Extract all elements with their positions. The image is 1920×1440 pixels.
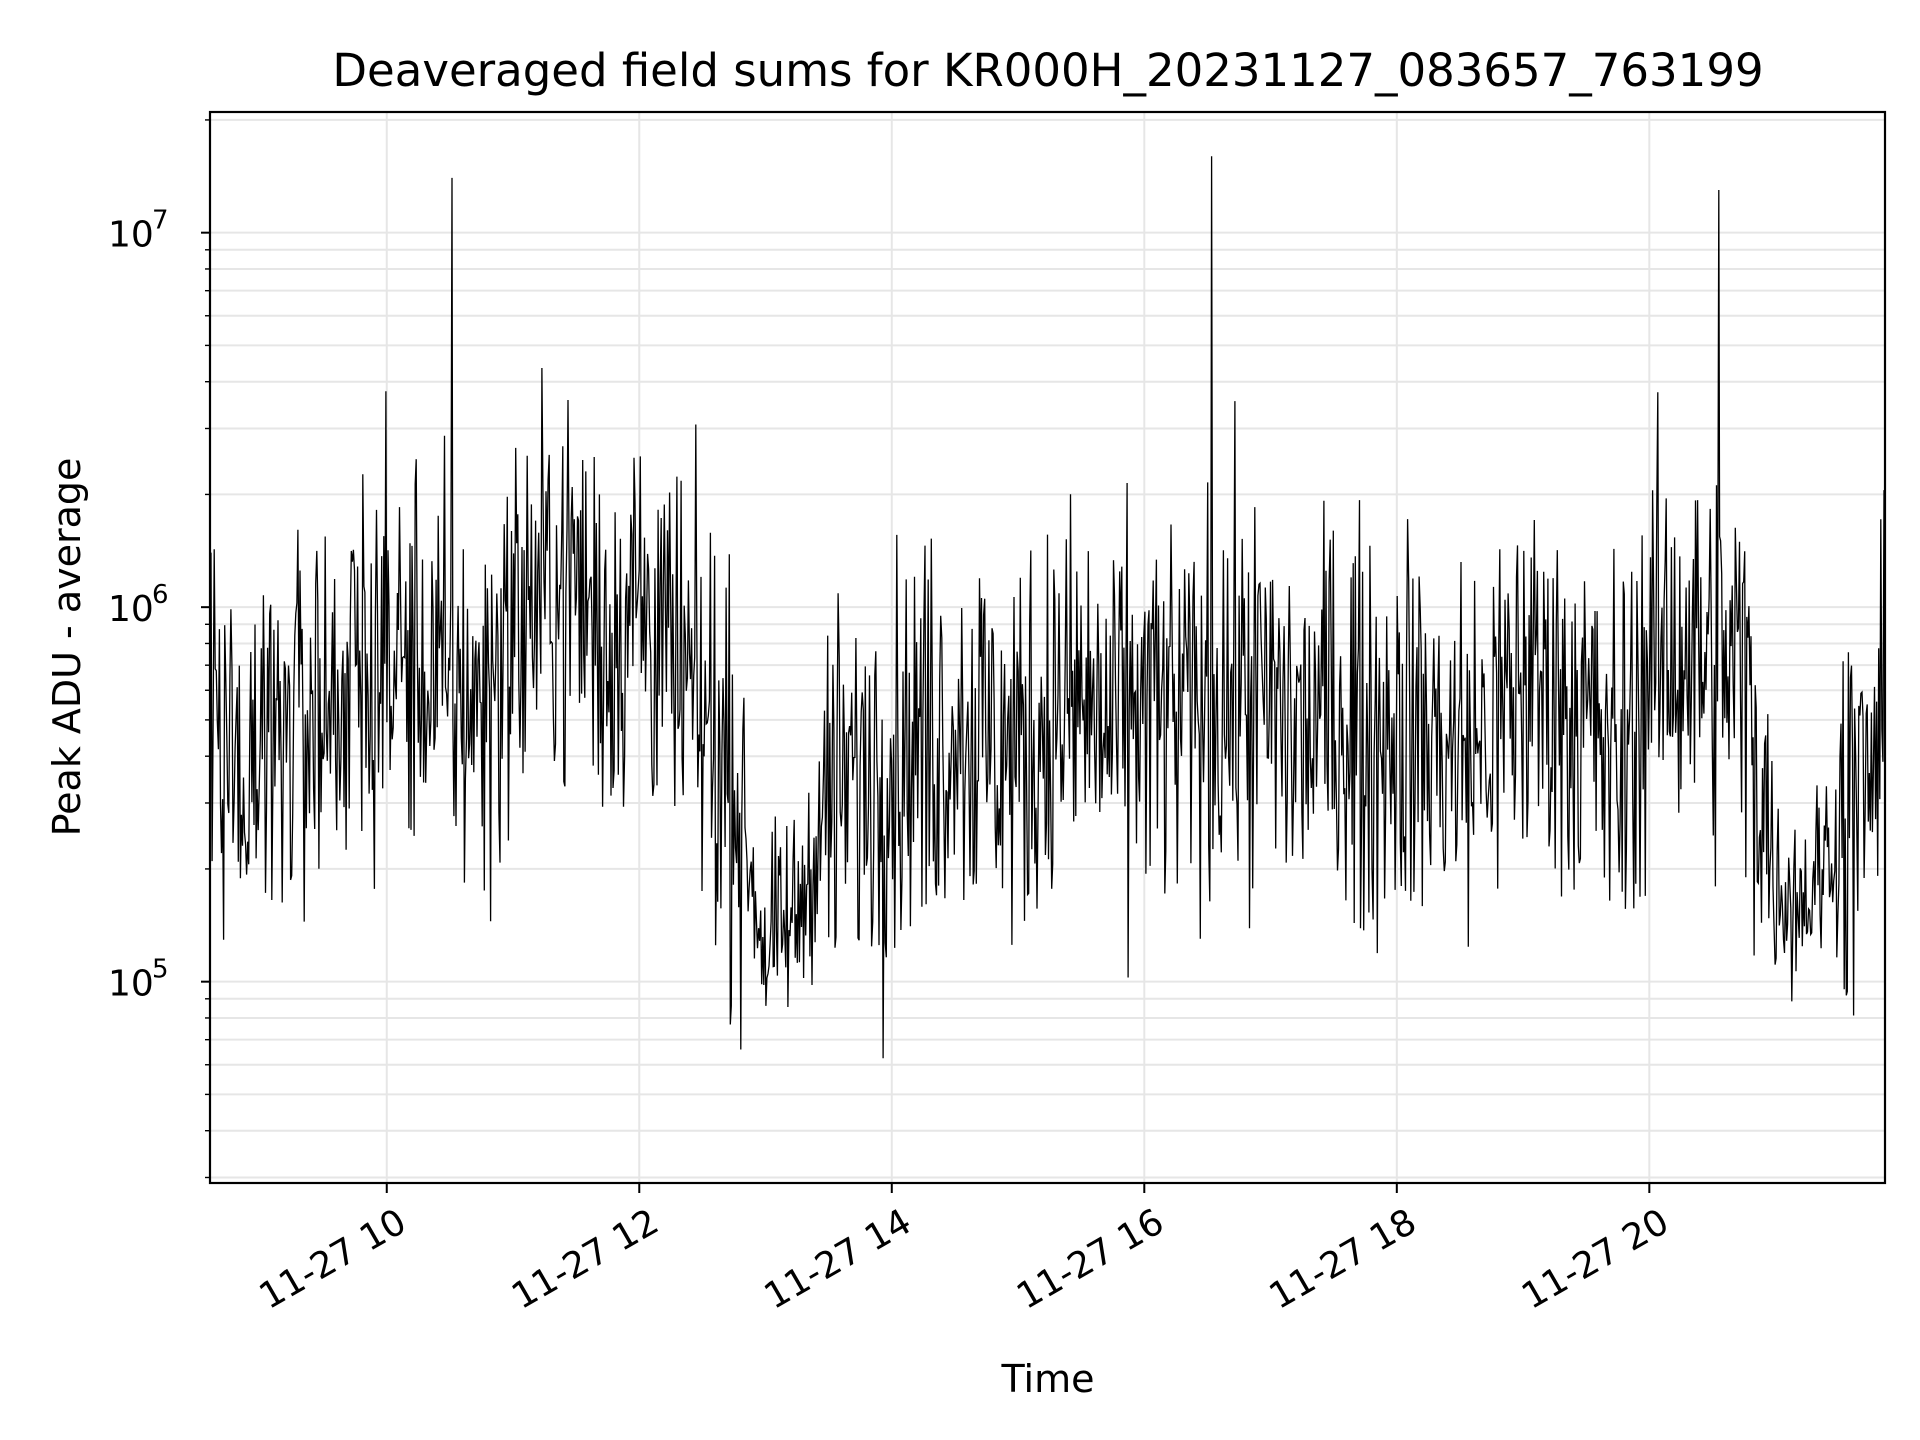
y-axis-label: Peak ADU - average xyxy=(45,458,89,837)
y-tick-label: 106 xyxy=(108,580,169,630)
y-tick-exponent: 6 xyxy=(152,580,169,610)
y-tick-exponent: 5 xyxy=(152,955,169,985)
y-tick-label: 105 xyxy=(108,955,169,1005)
y-tick-exponent: 7 xyxy=(152,206,169,236)
series-line xyxy=(209,156,1886,1059)
y-tick-base: 10 xyxy=(108,215,154,256)
y-tick-label: 107 xyxy=(108,206,169,256)
series-layer xyxy=(209,156,1886,1059)
plot-frame xyxy=(208,110,1887,1185)
chart-title: Deaveraged field sums for KR000H_2023112… xyxy=(332,44,1763,97)
x-axis-label: Time xyxy=(1001,1357,1095,1401)
y-tick-base: 10 xyxy=(108,964,154,1005)
y-tick-base: 10 xyxy=(108,589,154,630)
